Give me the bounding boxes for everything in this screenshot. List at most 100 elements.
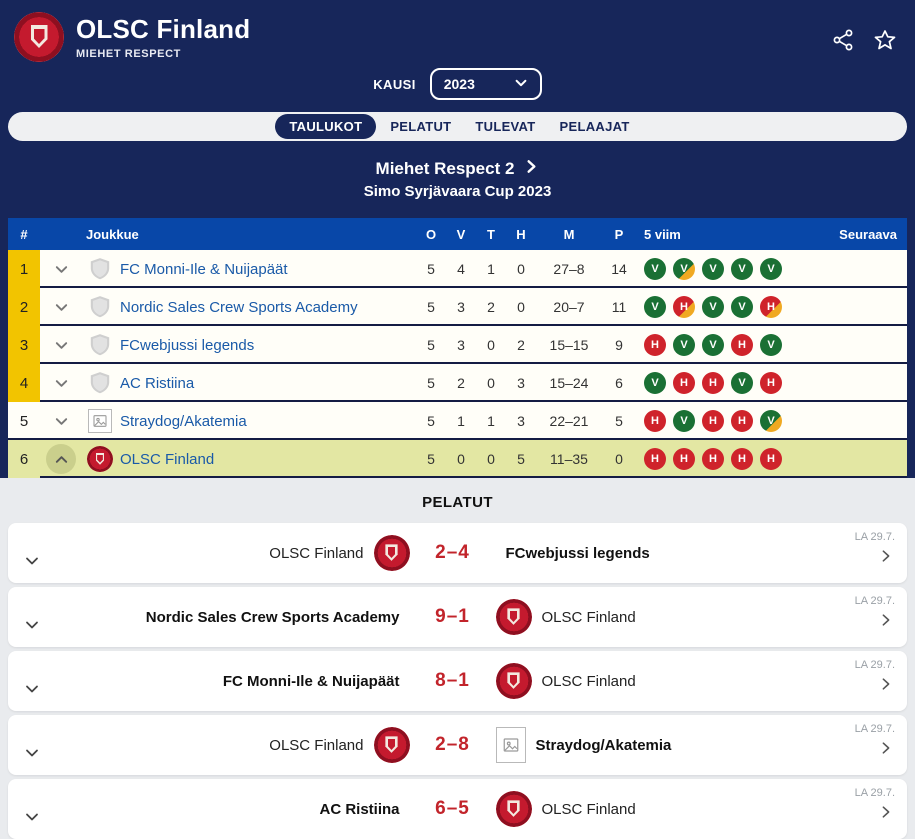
form-loss-badge: H bbox=[760, 448, 782, 470]
wins-cell: 4 bbox=[457, 261, 465, 277]
form-loss-badge: H bbox=[673, 296, 695, 318]
team-link[interactable]: AC Ristiina bbox=[120, 374, 195, 392]
collapse-row-button[interactable] bbox=[40, 444, 82, 474]
expand-match-button[interactable] bbox=[24, 809, 40, 830]
form-loss-badge: H bbox=[702, 410, 724, 432]
match-card[interactable]: OLSC Finland 2–4 FCwebjussi legends LA 2… bbox=[8, 523, 907, 583]
page-title: OLSC Finland bbox=[76, 14, 251, 44]
points-cell: 14 bbox=[611, 261, 627, 277]
olsc-logo bbox=[87, 446, 113, 472]
season-select[interactable]: 2023 bbox=[429, 68, 542, 100]
team-link[interactable]: FCwebjussi legends bbox=[120, 336, 255, 354]
chevron-down-icon bbox=[46, 330, 76, 360]
ties-cell: 0 bbox=[487, 375, 495, 391]
cup-subtitle: Simo Syrjävaara Cup 2023 bbox=[363, 183, 552, 200]
tab-taulukot[interactable]: TAULUKOT bbox=[275, 114, 377, 139]
image-placeholder-icon bbox=[88, 409, 112, 433]
match-details-arrow[interactable] bbox=[879, 549, 893, 568]
expand-match-button[interactable] bbox=[24, 681, 40, 702]
goals-cell: 27–8 bbox=[553, 261, 585, 277]
points-cell: 6 bbox=[615, 375, 623, 391]
olsc-logo bbox=[495, 663, 532, 699]
team-link[interactable]: Nordic Sales Crew Sports Academy bbox=[120, 298, 358, 316]
form-win-badge: V bbox=[673, 334, 695, 356]
match-details-arrow[interactable] bbox=[879, 805, 893, 824]
chevron-down-icon bbox=[46, 254, 76, 284]
expand-match-button[interactable] bbox=[24, 553, 40, 574]
match-score: 8–1 bbox=[435, 670, 470, 691]
match-details-arrow[interactable] bbox=[879, 677, 893, 696]
favorite-star-icon[interactable] bbox=[873, 28, 897, 52]
col-last5: 5 viim bbox=[644, 226, 681, 242]
form-loss-badge: H bbox=[760, 372, 782, 394]
form-win-badge: V bbox=[673, 410, 695, 432]
team-link[interactable]: Straydog/Akatemia bbox=[120, 412, 247, 430]
chevron-right-icon bbox=[524, 159, 539, 179]
expand-row-button[interactable] bbox=[40, 406, 82, 436]
wins-cell: 1 bbox=[457, 413, 465, 429]
ties-cell: 0 bbox=[487, 337, 495, 353]
wins-cell: 3 bbox=[457, 299, 465, 315]
away-team-name: OLSC Finland bbox=[541, 800, 636, 818]
form-loss-badge: H bbox=[731, 448, 753, 470]
match-score: 2–8 bbox=[435, 734, 470, 755]
expand-row-button[interactable] bbox=[40, 368, 82, 398]
match-details-arrow[interactable] bbox=[879, 613, 893, 632]
form-win-badge: V bbox=[702, 258, 724, 280]
position-cell: 2 bbox=[8, 288, 40, 326]
club-logo bbox=[14, 12, 64, 62]
match-card[interactable]: FC Monni-Ile & Nuijapäät 8–1 OLSC Finlan… bbox=[8, 651, 907, 711]
games-cell: 5 bbox=[427, 413, 435, 429]
team-badge bbox=[87, 256, 113, 282]
division-link[interactable]: Miehet Respect 2 bbox=[376, 159, 540, 179]
expand-row-button[interactable] bbox=[40, 292, 82, 322]
form-win-badge: V bbox=[644, 372, 666, 394]
share-icon[interactable] bbox=[831, 28, 855, 52]
chevron-up-icon bbox=[46, 444, 76, 474]
expand-row-button[interactable] bbox=[40, 254, 82, 284]
position-cell: 3 bbox=[8, 326, 40, 364]
season-value: 2023 bbox=[443, 76, 475, 92]
tab-pelaajat[interactable]: PELAAJAT bbox=[559, 119, 630, 134]
expand-match-button[interactable] bbox=[24, 617, 40, 638]
chevron-down-icon bbox=[46, 368, 76, 398]
goals-cell: 15–24 bbox=[549, 375, 589, 391]
losses-cell: 0 bbox=[517, 261, 525, 277]
olsc-logo bbox=[495, 599, 532, 635]
position-cell: 1 bbox=[8, 250, 40, 288]
col-ties: T bbox=[487, 226, 495, 242]
col-wins: V bbox=[456, 226, 466, 242]
masthead: OLSC Finland MIEHET RESPECT bbox=[0, 0, 915, 64]
form-win-badge: V bbox=[702, 296, 724, 318]
expand-row-button[interactable] bbox=[40, 330, 82, 360]
form-loss-badge: H bbox=[731, 410, 753, 432]
tab-pelatut[interactable]: PELATUT bbox=[390, 119, 452, 134]
match-date: LA 29.7. bbox=[854, 723, 895, 735]
match-details-arrow[interactable] bbox=[879, 741, 893, 760]
form-win-badge: V bbox=[760, 334, 782, 356]
team-badge bbox=[87, 294, 113, 320]
tab-tulevat[interactable]: TULEVAT bbox=[475, 119, 536, 134]
form-win-badge: V bbox=[731, 258, 753, 280]
games-cell: 5 bbox=[427, 375, 435, 391]
points-cell: 5 bbox=[615, 413, 623, 429]
form-loss-badge: H bbox=[644, 334, 666, 356]
form-loss-badge: H bbox=[644, 410, 666, 432]
team-link[interactable]: FC Monni-Ile & Nuijapäät bbox=[120, 260, 288, 278]
team-link[interactable]: OLSC Finland bbox=[120, 450, 215, 468]
form-loss-badge: H bbox=[673, 448, 695, 470]
match-card[interactable]: AC Ristiina 6–5 OLSC Finland LA 29.7. bbox=[8, 779, 907, 839]
expand-match-button[interactable] bbox=[24, 745, 40, 766]
image-placeholder-icon bbox=[495, 727, 526, 763]
home-team-logo bbox=[373, 535, 410, 571]
match-card[interactable]: Nordic Sales Crew Sports Academy 9–1 OLS… bbox=[8, 587, 907, 647]
match-card[interactable]: OLSC Finland 2–8 Straydog/Akatemia LA 29… bbox=[8, 715, 907, 775]
division-title: Miehet Respect 2 bbox=[375, 159, 515, 178]
home-team-logo bbox=[373, 727, 410, 763]
